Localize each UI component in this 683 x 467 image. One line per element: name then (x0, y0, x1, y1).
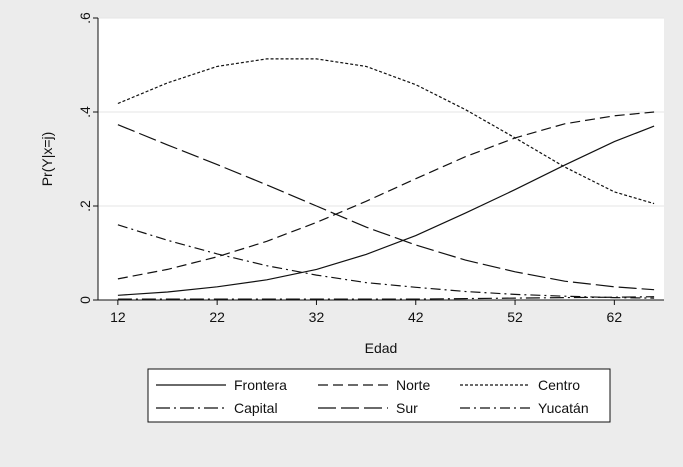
legend-label: Sur (396, 400, 418, 416)
legend-label: Norte (396, 377, 430, 393)
x-tick-label: 32 (309, 309, 325, 325)
y-axis-label: Pr(Y|x=j) (39, 132, 55, 187)
x-tick-label: 42 (408, 309, 424, 325)
legend-box (147, 368, 611, 423)
series-line-capital (117, 296, 655, 300)
x-axis-label: Edad (365, 340, 398, 356)
series-lines (117, 58, 655, 300)
legend-label: Yucatán (538, 400, 589, 416)
legend-label: Centro (538, 377, 580, 393)
x-tick-label: 22 (209, 309, 225, 325)
x-tick-label: 62 (607, 309, 623, 325)
x-tick-label: 12 (110, 309, 126, 325)
y-tick-label: .2 (77, 200, 93, 212)
y-tick-label: .4 (77, 106, 93, 118)
legend-label: Frontera (234, 377, 287, 393)
y-tick-label: 0 (77, 296, 93, 304)
series-line-norte (117, 111, 655, 280)
series-line-frontera (117, 125, 655, 296)
axis-ticks: 0 .2 .4 .6 12 22 32 42 52 62 (77, 12, 622, 325)
series-line-sur (117, 124, 655, 291)
legend-label: Capital (234, 400, 278, 416)
y-tick-label: .6 (77, 12, 93, 24)
plot-background (98, 18, 664, 300)
series-line-yucatn (117, 224, 655, 299)
legend: Frontera Norte Centro Capital Sur Yucatán (156, 377, 589, 416)
x-tick-label: 52 (507, 309, 523, 325)
series-line-centro (117, 58, 655, 205)
